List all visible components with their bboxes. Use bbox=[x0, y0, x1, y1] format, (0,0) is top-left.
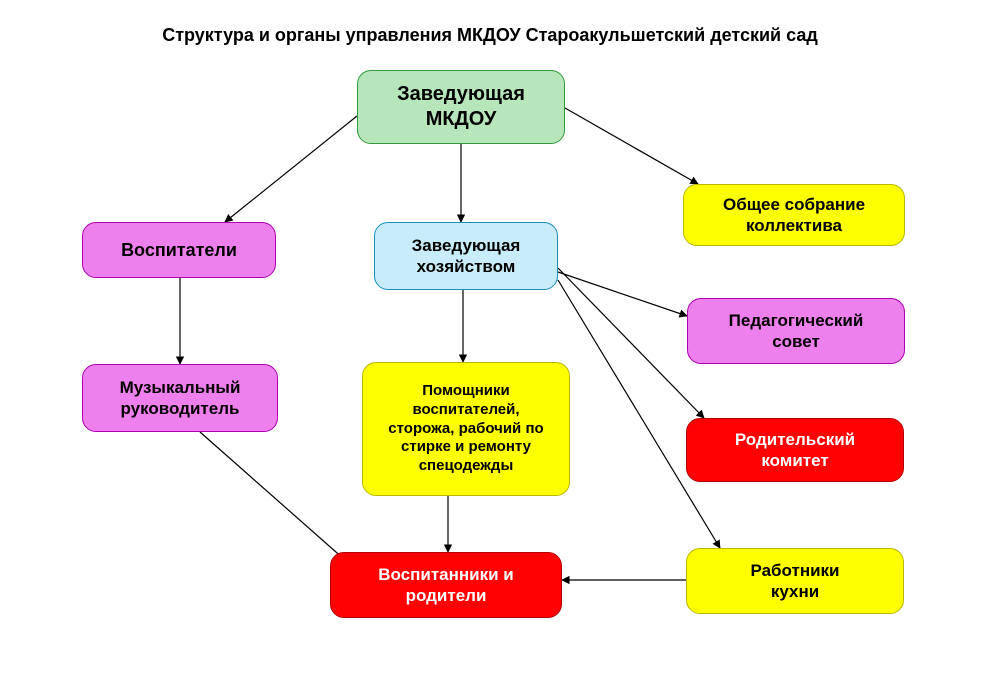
node-housemgr: Заведующаяхозяйством bbox=[374, 222, 558, 290]
node-parentcom: Родительскийкомитет bbox=[686, 418, 904, 482]
node-pedsovet: Педагогическийсовет bbox=[687, 298, 905, 364]
diagram-canvas: Структура и органы управления МКДОУ Стар… bbox=[0, 0, 981, 693]
node-assembly: Общее собраниеколлектива bbox=[683, 184, 905, 246]
edge-housemgr-pedsovet bbox=[558, 272, 687, 316]
node-teachers: Воспитатели bbox=[82, 222, 276, 278]
diagram-title: Структура и органы управления МКДОУ Стар… bbox=[162, 25, 818, 46]
edge-music-students bbox=[200, 432, 345, 560]
node-helpers: Помощникивоспитателей,сторожа, рабочий п… bbox=[362, 362, 570, 496]
edge-head-teachers bbox=[225, 116, 357, 222]
node-music: Музыкальныйруководитель bbox=[82, 364, 278, 432]
node-head: ЗаведующаяМКДОУ bbox=[357, 70, 565, 144]
edge-head-assembly bbox=[565, 108, 698, 184]
edge-housemgr-parentcom bbox=[558, 268, 704, 418]
node-students: Воспитанники иродители bbox=[330, 552, 562, 618]
node-kitchen: Работникикухни bbox=[686, 548, 904, 614]
